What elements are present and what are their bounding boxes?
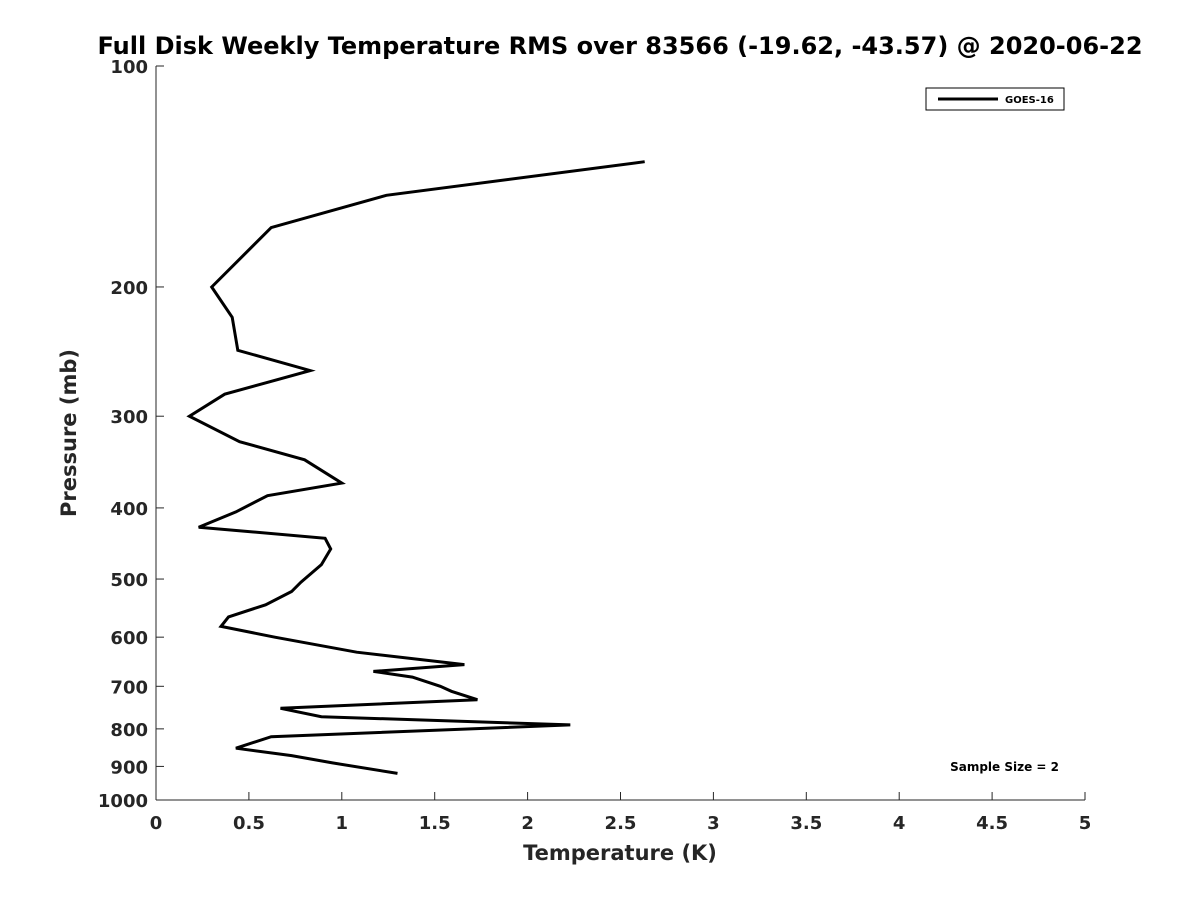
y-tick-label: 200 <box>110 278 148 299</box>
x-tick-label: 1.5 <box>419 813 451 834</box>
x-tick-label: 0 <box>150 813 163 834</box>
x-tick-label: 3 <box>707 813 720 834</box>
y-axis-ticks: 100 200 300 400 500 600 700 800 900 1000 <box>98 57 164 812</box>
x-tick-label: 2.5 <box>605 813 637 834</box>
x-tick-label: 4 <box>893 813 906 834</box>
legend-label-goes-16: GOES-16 <box>1005 95 1054 106</box>
series-line-goes-16 <box>186 160 645 775</box>
series-layer <box>186 160 645 775</box>
x-tick-label: 5 <box>1079 813 1092 834</box>
x-tick-label: 0.5 <box>233 813 265 834</box>
x-axis-ticks: 0 0.5 1 1.5 2 2.5 3 3.5 4 4.5 5 <box>150 792 1092 834</box>
y-tick-label: 1000 <box>98 791 148 812</box>
y-tick-label: 300 <box>110 407 148 428</box>
y-tick-label: 400 <box>110 499 148 520</box>
x-tick-label: 1 <box>336 813 349 834</box>
y-tick-label: 100 <box>110 57 148 78</box>
y-tick-label: 600 <box>110 628 148 649</box>
y-axis-label: Pressure (mb) <box>57 349 81 517</box>
x-axis-label: Temperature (K) <box>523 841 717 865</box>
legend: GOES-16 <box>925 87 1065 111</box>
sample-size-annotation: Sample Size = 2 <box>950 760 1059 774</box>
chart-title: Full Disk Weekly Temperature RMS over 83… <box>97 32 1142 60</box>
y-tick-label: 500 <box>110 570 148 591</box>
y-tick-label: 900 <box>110 757 148 778</box>
x-tick-label: 3.5 <box>790 813 822 834</box>
x-tick-label: 2 <box>521 813 534 834</box>
y-tick-label: 800 <box>110 720 148 741</box>
y-tick-label: 700 <box>110 677 148 698</box>
x-tick-label: 4.5 <box>976 813 1008 834</box>
